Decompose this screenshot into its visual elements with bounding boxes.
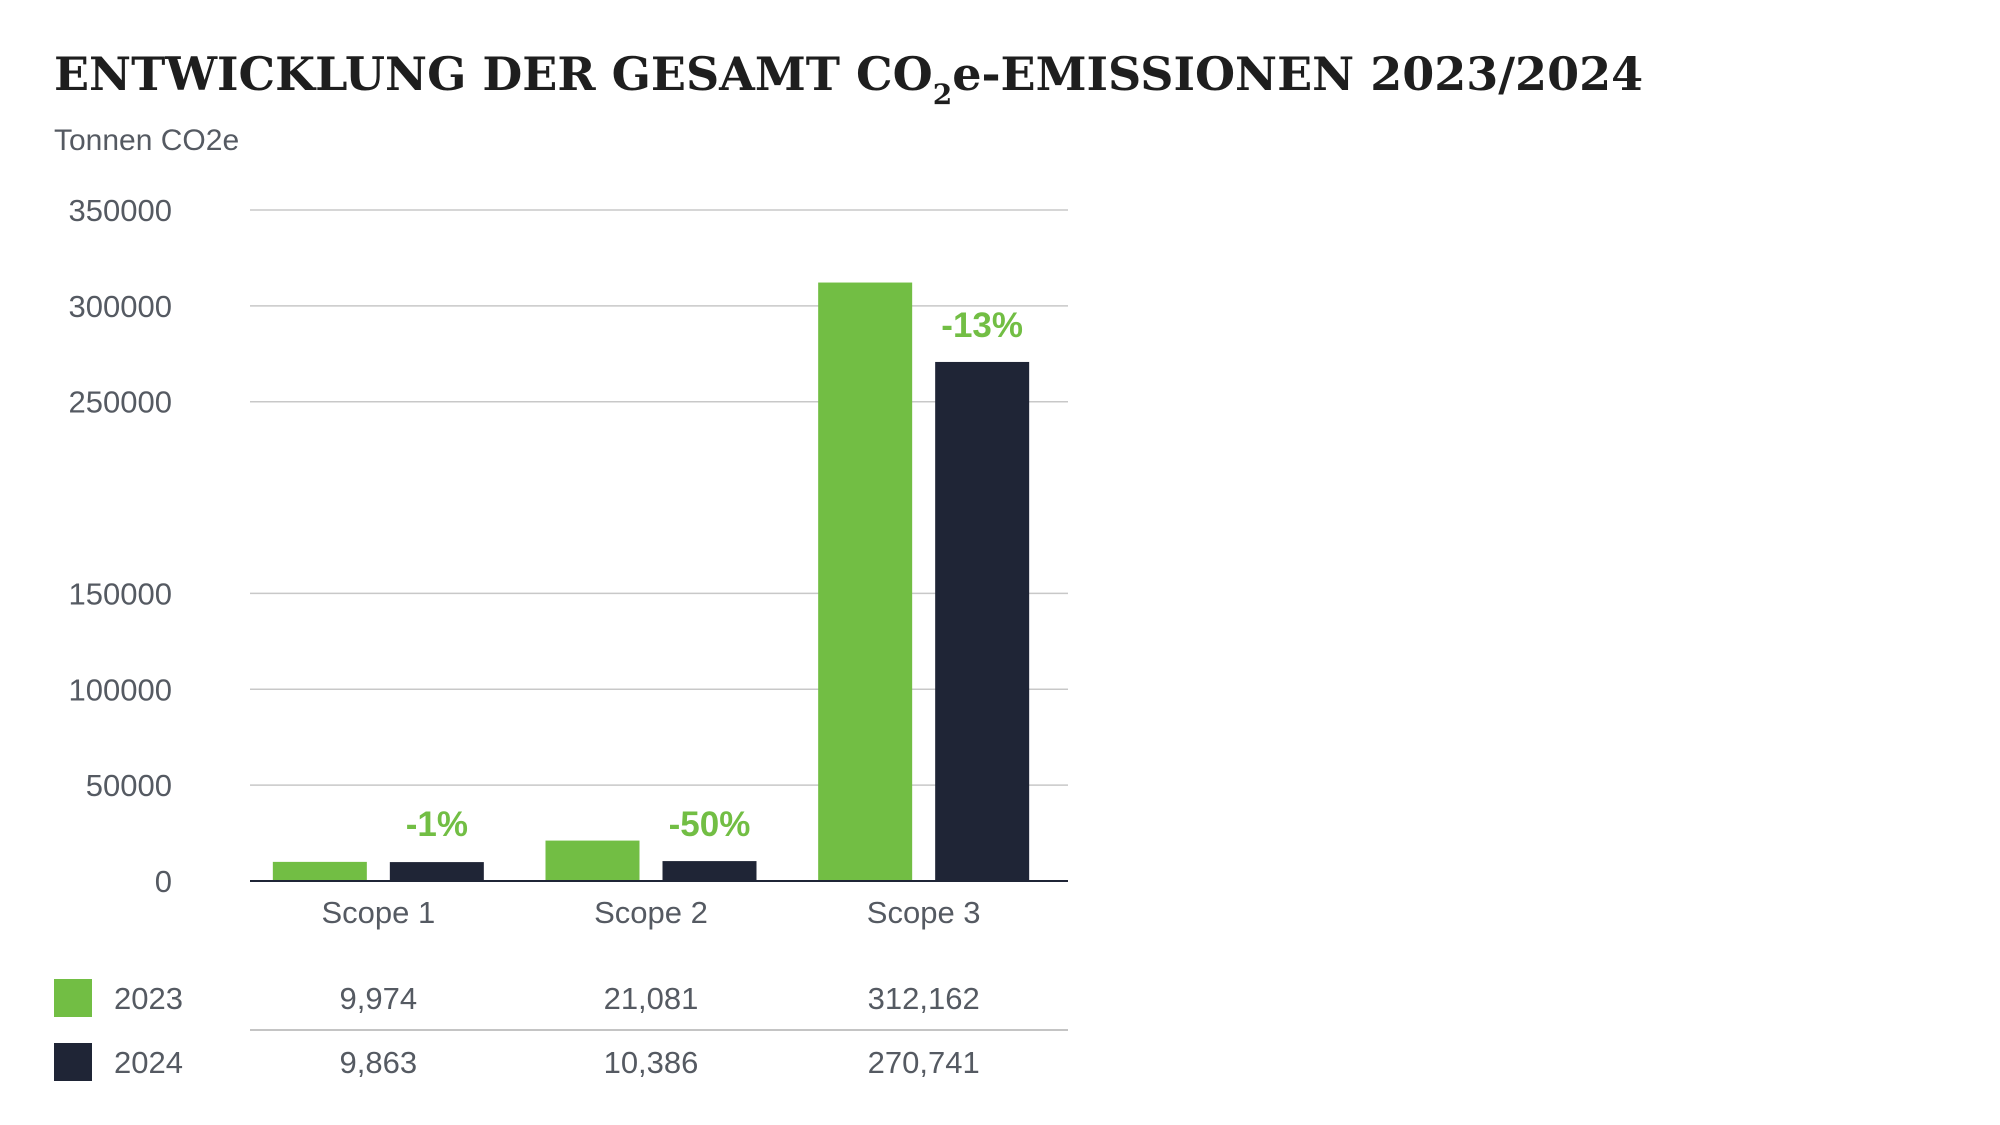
table-value: 312,162 bbox=[868, 981, 980, 1016]
table-value: 9,974 bbox=[340, 981, 418, 1016]
y-tick-label: 150000 bbox=[69, 576, 172, 611]
table-value: 9,863 bbox=[340, 1045, 418, 1080]
y-tick-label: 0 bbox=[155, 864, 172, 899]
chart-title-subscript: 2 bbox=[933, 78, 952, 111]
x-category-label: Scope 2 bbox=[594, 895, 708, 930]
table-value: 10,386 bbox=[604, 1045, 699, 1080]
x-category-label: Scope 1 bbox=[321, 895, 435, 930]
bar-2023-3 bbox=[818, 282, 913, 881]
y-tick-label: 300000 bbox=[69, 289, 172, 324]
change-label-1: -1% bbox=[406, 805, 468, 844]
bar-2024-3 bbox=[935, 361, 1030, 882]
y-tick-label: 350000 bbox=[69, 193, 172, 228]
y-tick-label: 250000 bbox=[69, 385, 172, 420]
bar-2023-2 bbox=[545, 840, 640, 881]
chart-title-rest: e-EMISSIONEN 2023/2024 bbox=[952, 47, 1643, 101]
change-label-3: -13% bbox=[941, 306, 1023, 345]
x-axis-categories: Scope 1 Scope 2 Scope 3 bbox=[321, 895, 980, 930]
data-table: 2023 9,974 21,081 312,162 2024 9,863 10,386 270… bbox=[54, 979, 1068, 1081]
change-label-2: -50% bbox=[669, 805, 751, 844]
legend-swatch-2024 bbox=[54, 1043, 92, 1081]
change-labels: -1% -50% -13% bbox=[406, 306, 1023, 844]
y-tick-label: 50000 bbox=[86, 768, 172, 803]
x-category-label: Scope 3 bbox=[867, 895, 981, 930]
y-tick-label: 100000 bbox=[69, 672, 172, 707]
chart-title: ENTWICKLUNG DER GESAMT CO2e-EMISSIONEN 2… bbox=[54, 47, 1643, 111]
gridlines bbox=[250, 209, 1068, 786]
bar-2024-2 bbox=[662, 861, 757, 881]
legend-swatch-2023 bbox=[54, 979, 92, 1017]
table-value: 21,081 bbox=[604, 981, 699, 1016]
bars bbox=[272, 282, 1030, 882]
y-axis-unit-label: Tonnen CO2e bbox=[54, 124, 239, 157]
legend-label-2024: 2024 bbox=[114, 1045, 183, 1080]
legend-label-2023: 2023 bbox=[114, 981, 183, 1016]
y-axis-ticks: 350000 300000 250000 150000 100000 50000 0 bbox=[69, 193, 172, 899]
table-value: 270,741 bbox=[868, 1045, 980, 1080]
bar-2024-1 bbox=[389, 862, 484, 881]
bar-2023-1 bbox=[272, 861, 367, 881]
chart-title-main: ENTWICKLUNG DER GESAMT CO bbox=[54, 47, 933, 101]
